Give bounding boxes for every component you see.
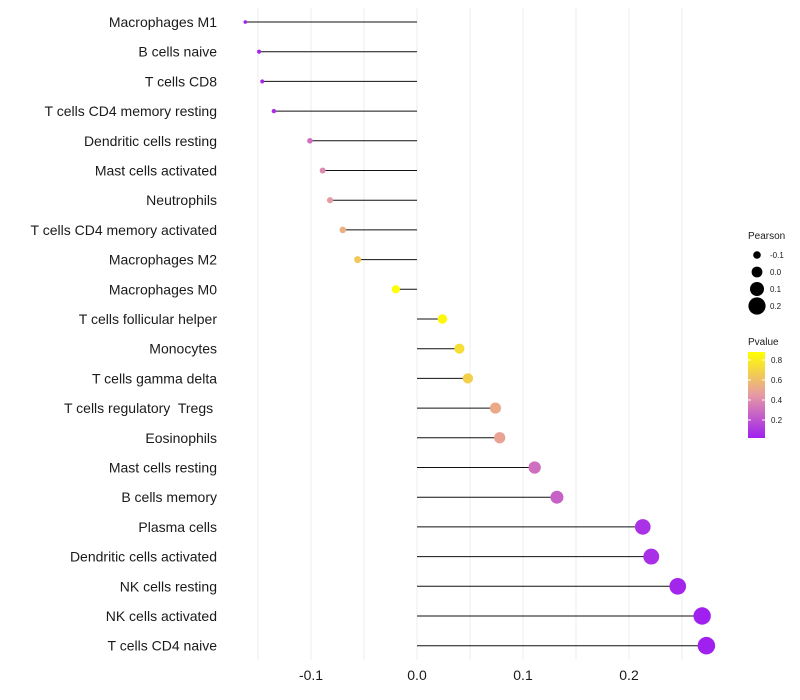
category-label: T cells CD8 [145, 73, 217, 89]
size-legend-key [751, 266, 763, 278]
data-point [693, 607, 711, 625]
size-legend-title: Pearson [748, 231, 785, 242]
data-point [391, 285, 400, 294]
data-point [697, 636, 716, 655]
category-label: Macrophages M0 [109, 281, 217, 297]
size-legend-label: 0.2 [770, 302, 782, 311]
dots [243, 20, 716, 655]
x-tick-label: 0.0 [407, 667, 427, 683]
data-point [243, 20, 248, 24]
size-legend-label: 0.0 [770, 268, 782, 277]
data-point [643, 548, 660, 565]
category-label: Dendritic cells activated [70, 549, 217, 565]
category-label: B cells memory [121, 489, 217, 505]
category-label: T cells CD4 memory activated [31, 222, 217, 238]
category-label: T cells regulatory Tregs [64, 400, 217, 416]
category-label: NK cells resting [120, 578, 217, 594]
data-point [354, 256, 362, 264]
category-label: Mast cells activated [95, 163, 217, 179]
data-point [528, 461, 541, 474]
color-legend-bar [748, 352, 765, 438]
grid-lines [257, 8, 683, 660]
category-labels: Macrophages M1 B cells naive T cells CD8 T … [31, 14, 218, 654]
category-label: NK cells activated [106, 608, 217, 624]
category-label: T cells CD4 naive [108, 638, 218, 654]
color-legend-label: 0.4 [771, 396, 783, 405]
color-legend: Pvalue 0.2 0.4 0.6 0.8 [748, 337, 783, 438]
category-label: Macrophages M1 [109, 14, 217, 30]
category-label: Monocytes [149, 341, 217, 357]
data-point [489, 402, 502, 414]
size-legend-key [753, 251, 761, 259]
category-label: T cells gamma delta [92, 370, 217, 386]
size-legend-key [750, 282, 764, 296]
category-label: T cells follicular helper [79, 311, 218, 327]
size-legend-key [748, 297, 766, 315]
category-label: B cells naive [138, 44, 217, 60]
data-point [669, 577, 687, 595]
category-label: Eosinophils [145, 430, 217, 446]
size-legend-label: 0.1 [770, 285, 782, 294]
category-label: Dendritic cells resting [84, 133, 217, 149]
data-point [271, 108, 277, 114]
data-point [319, 167, 326, 174]
x-tick-label: 0.1 [513, 667, 533, 683]
x-axis-tick-labels: -0.1 0.0 0.1 0.2 [299, 667, 639, 683]
data-point [454, 343, 465, 354]
x-tick-label: -0.1 [299, 667, 323, 683]
data-point [634, 519, 651, 535]
color-legend-label: 0.2 [771, 416, 783, 425]
data-point [307, 138, 313, 144]
data-point [260, 79, 265, 84]
color-legend-label: 0.8 [771, 356, 783, 365]
x-tick-label: 0.2 [619, 667, 639, 683]
category-label: Neutrophils [146, 192, 217, 208]
color-legend-label: 0.6 [771, 376, 783, 385]
data-point [462, 373, 474, 384]
data-point [326, 197, 334, 204]
data-point [437, 314, 448, 324]
category-label: Plasma cells [138, 519, 217, 535]
size-legend-label: -0.1 [770, 251, 784, 260]
data-point [257, 49, 262, 54]
category-label: Macrophages M2 [109, 252, 217, 268]
data-point [339, 226, 347, 234]
stems [245, 21, 707, 647]
data-point [550, 490, 564, 504]
size-legend: Pearson -0.1 0.0 0.1 0.2 [748, 231, 785, 315]
category-label: T cells CD4 memory resting [45, 103, 217, 119]
category-label: Mast cells resting [109, 460, 217, 476]
color-legend-title: Pvalue [748, 337, 779, 348]
data-point [494, 432, 506, 444]
